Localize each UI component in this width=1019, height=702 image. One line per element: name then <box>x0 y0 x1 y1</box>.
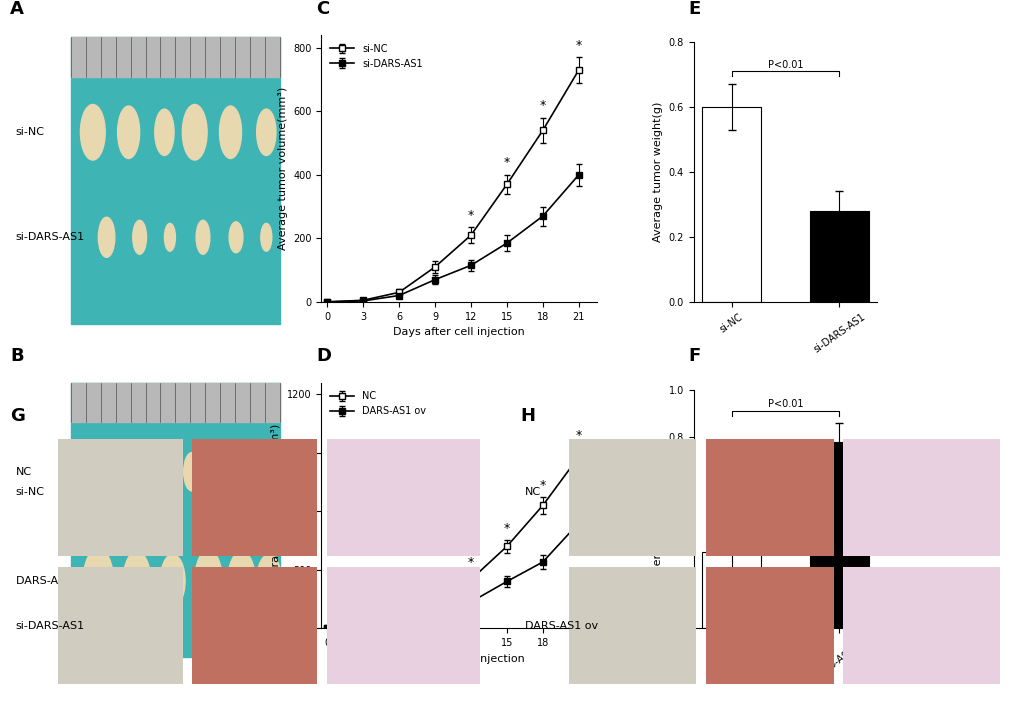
Bar <box>705 439 833 556</box>
Legend: si-NC, si-DARS-AS1: si-NC, si-DARS-AS1 <box>326 40 426 72</box>
Bar <box>569 439 696 556</box>
Ellipse shape <box>164 223 175 251</box>
Bar <box>58 567 182 684</box>
Text: F: F <box>688 347 700 365</box>
X-axis label: Days after cell injection: Days after cell injection <box>392 654 525 663</box>
Bar <box>70 383 280 658</box>
Text: *: * <box>468 208 474 222</box>
Bar <box>70 383 280 422</box>
Ellipse shape <box>117 106 140 159</box>
Text: NC: NC <box>15 467 32 477</box>
Ellipse shape <box>153 454 170 489</box>
Bar <box>843 439 999 556</box>
Bar <box>58 439 182 556</box>
Bar <box>193 439 317 556</box>
Ellipse shape <box>155 109 174 155</box>
Bar <box>326 439 480 556</box>
Ellipse shape <box>123 551 151 610</box>
Text: D: D <box>316 347 331 365</box>
Ellipse shape <box>257 555 281 607</box>
Ellipse shape <box>217 454 233 489</box>
Y-axis label: Average tumor volume(mm³): Average tumor volume(mm³) <box>271 424 281 587</box>
Bar <box>701 107 760 302</box>
Text: NC: NC <box>525 487 541 497</box>
Bar <box>705 567 833 684</box>
Ellipse shape <box>81 105 105 160</box>
Ellipse shape <box>229 222 243 253</box>
Text: H: H <box>520 406 535 425</box>
Text: *: * <box>503 156 510 169</box>
Text: *: * <box>539 99 545 112</box>
Ellipse shape <box>183 453 200 491</box>
Bar <box>70 37 280 324</box>
Text: si-DARS-AS1: si-DARS-AS1 <box>15 232 85 242</box>
Text: A: A <box>10 0 24 18</box>
Text: DARS-AS1 ov: DARS-AS1 ov <box>525 621 597 630</box>
Bar <box>701 552 760 628</box>
Ellipse shape <box>132 220 147 254</box>
Ellipse shape <box>196 220 210 254</box>
Text: G: G <box>10 406 25 425</box>
Text: si-DARS-AS1: si-DARS-AS1 <box>15 621 84 630</box>
Ellipse shape <box>120 454 137 489</box>
Text: *: * <box>575 429 581 442</box>
Ellipse shape <box>257 109 276 155</box>
Y-axis label: Average tumor weight(g): Average tumor weight(g) <box>652 102 662 242</box>
Ellipse shape <box>227 551 255 610</box>
Text: *: * <box>503 522 510 535</box>
Ellipse shape <box>182 105 207 160</box>
Text: B: B <box>10 347 23 365</box>
Bar <box>843 567 999 684</box>
Ellipse shape <box>254 456 267 488</box>
Ellipse shape <box>98 217 115 258</box>
Bar <box>70 37 280 77</box>
Text: si-NC: si-NC <box>15 487 44 497</box>
Ellipse shape <box>84 451 102 492</box>
Legend: NC, DARS-AS1 ov: NC, DARS-AS1 ov <box>326 388 430 420</box>
Text: *: * <box>468 556 474 569</box>
Bar <box>326 567 480 684</box>
X-axis label: Days after cell injection: Days after cell injection <box>392 327 525 337</box>
Text: si-NC: si-NC <box>15 127 45 138</box>
Bar <box>193 567 317 684</box>
Ellipse shape <box>261 223 272 251</box>
Text: *: * <box>575 39 581 52</box>
Text: P<0.01: P<0.01 <box>767 60 802 69</box>
Bar <box>569 567 696 684</box>
Y-axis label: Average tumor volume(mm³): Average tumor volume(mm³) <box>277 87 287 250</box>
Bar <box>809 442 868 628</box>
Text: C: C <box>316 0 329 18</box>
Bar <box>809 211 868 302</box>
Ellipse shape <box>84 548 113 614</box>
Y-axis label: Average tumor weight(g): Average tumor weight(g) <box>652 439 662 579</box>
Ellipse shape <box>195 550 222 611</box>
Text: E: E <box>688 0 700 18</box>
Ellipse shape <box>219 106 242 159</box>
Ellipse shape <box>160 555 184 607</box>
Text: DARS-AS1 ov: DARS-AS1 ov <box>15 576 89 586</box>
Text: *: * <box>539 479 545 492</box>
Text: P<0.01: P<0.01 <box>767 399 802 409</box>
